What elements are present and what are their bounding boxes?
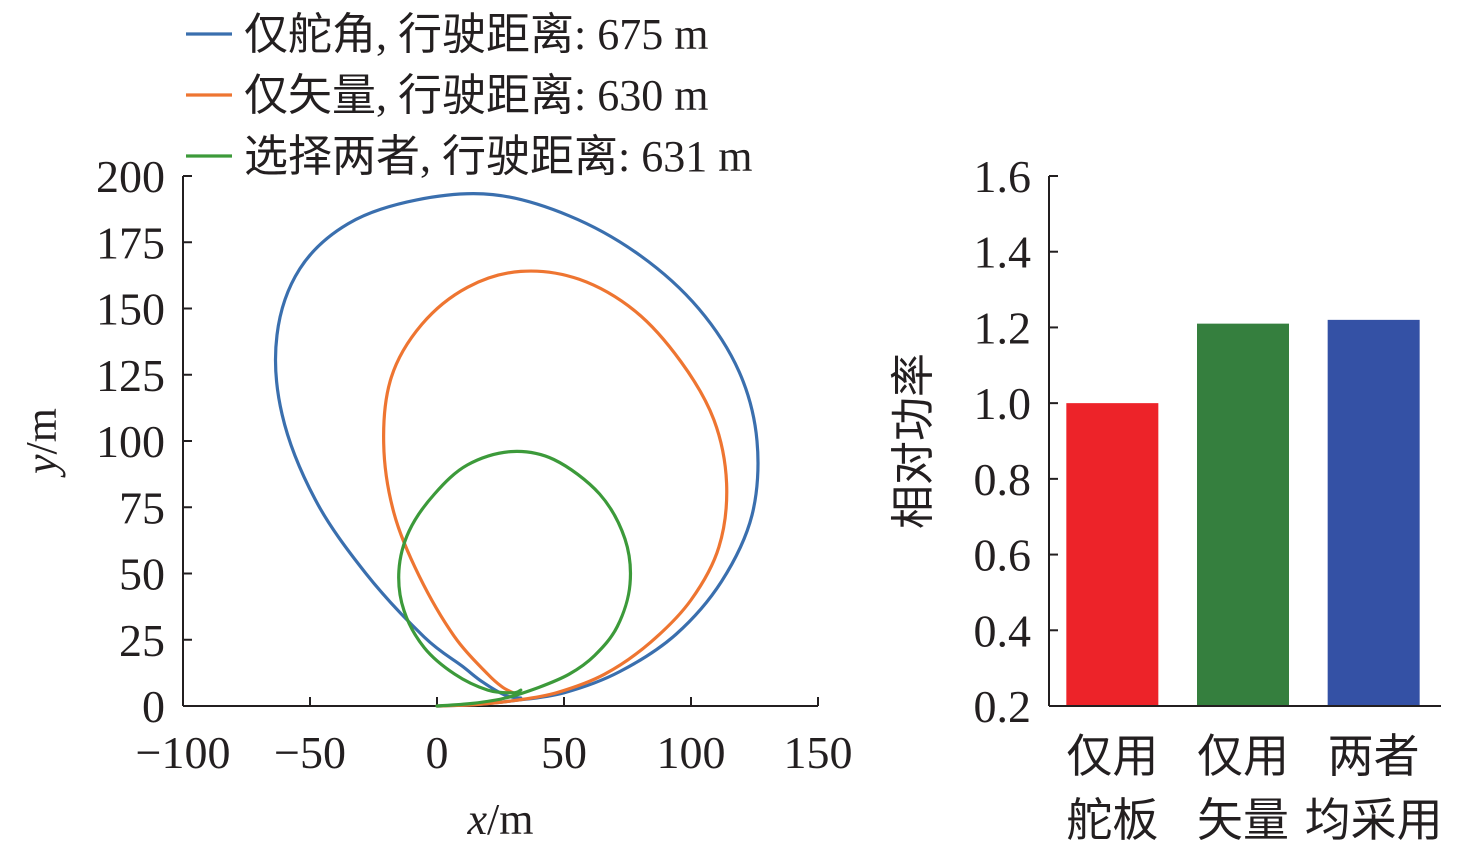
bar-2	[1197, 323, 1289, 706]
series-line-1	[273, 192, 760, 708]
x-tick-label: 100	[657, 727, 726, 778]
x-tick-label: 0	[426, 727, 449, 778]
y-axis-title-unit: /m	[17, 408, 66, 454]
series-line-2	[382, 269, 729, 708]
x-tick-label: 150	[784, 727, 853, 778]
series-line-3	[397, 449, 633, 708]
y-tick-label: 175	[96, 217, 165, 268]
y-axis-title: y/m	[17, 408, 66, 478]
relative-power-chart: 仅用舵板仅用矢量两者均采用0.20.40.60.81.01.21.41.6相对功…	[889, 151, 1443, 846]
y-axis-title: 相对功率	[889, 353, 938, 529]
category-label-2-line-2: 矢量	[1197, 795, 1289, 846]
legend-entry-1: 仅舵角, 行驶距离: 675 m	[244, 10, 708, 59]
y-tick-label: 0.2	[974, 681, 1032, 732]
y-tick-label: 1.2	[974, 302, 1032, 353]
legend-entry-3: 选择两者, 行驶距离: 631 m	[244, 132, 752, 181]
legend-entry-2: 仅矢量, 行驶距离: 630 m	[244, 71, 708, 120]
x-tick-label: −50	[274, 727, 346, 778]
bar-3	[1327, 319, 1420, 706]
y-tick-label: 25	[119, 615, 165, 666]
x-tick-label: −100	[136, 727, 231, 778]
y-axis-title-var: y	[17, 454, 66, 478]
y-tick-label: 50	[119, 549, 165, 600]
category-label-1-line-2: 舵板	[1066, 795, 1158, 846]
x-tick-label: 50	[541, 727, 587, 778]
x-axis-title: x/m	[467, 795, 534, 844]
y-tick-label: 1.6	[974, 151, 1032, 202]
category-label-3-line-2: 均采用	[1305, 795, 1443, 846]
bar-1	[1066, 403, 1159, 706]
y-tick-label: 75	[119, 482, 165, 533]
y-tick-label: 150	[96, 284, 165, 335]
category-label-1-line-1: 仅用	[1066, 731, 1158, 782]
category-label-3-line-1: 两者	[1328, 731, 1420, 782]
y-tick-label: 200	[96, 151, 165, 202]
x-axis-title-unit: /m	[487, 795, 533, 844]
y-tick-label: 125	[96, 350, 165, 401]
x-axis-title-var: x	[467, 795, 488, 844]
y-tick-label: 0.6	[974, 530, 1032, 581]
y-tick-label: 1.4	[974, 227, 1032, 278]
y-tick-label: 0.8	[974, 454, 1032, 505]
y-tick-label: 1.0	[974, 378, 1032, 429]
y-tick-label: 0.4	[974, 605, 1032, 656]
y-tick-label: 0	[142, 681, 165, 732]
y-tick-label: 100	[96, 416, 165, 467]
category-label-2-line-1: 仅用	[1197, 731, 1289, 782]
